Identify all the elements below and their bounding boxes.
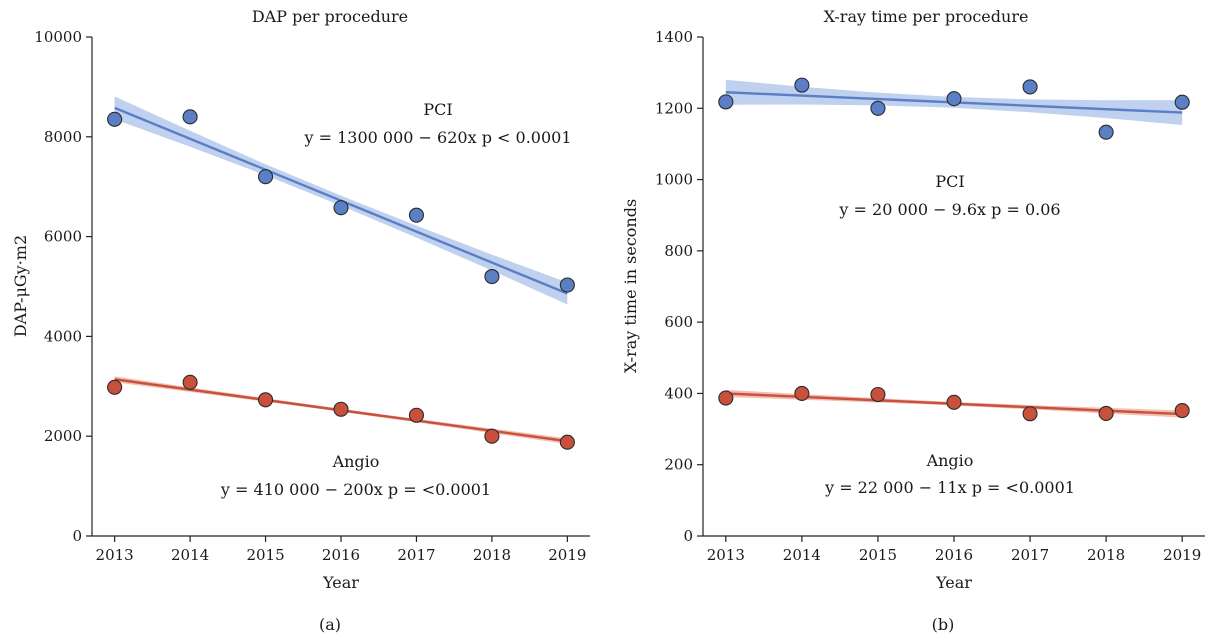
panel-a-angio-label: Angio xyxy=(332,452,380,471)
panel-b-pci-point xyxy=(794,77,810,93)
panel-a-angio-point xyxy=(408,407,425,423)
panel-a-x-axis-label: Year xyxy=(322,573,359,592)
panel-b-angio-point xyxy=(1022,406,1038,422)
panel-a-y-tick-label: 0 xyxy=(72,527,82,545)
panel-b-angio-point xyxy=(718,390,734,406)
panel-a-label: (a) xyxy=(319,615,341,634)
panel-b-fit-lines xyxy=(725,91,1183,416)
panel-a-fit-lines xyxy=(114,106,568,443)
panel-a-y-tick-label: 8000 xyxy=(44,128,82,146)
panel-b-pci-point xyxy=(1174,94,1190,110)
panel-a-y-tick-label: 4000 xyxy=(44,327,82,345)
panel-b-x-tick-label: 2016 xyxy=(935,546,973,564)
panel-b-x-tick-label: 2017 xyxy=(1011,546,1049,564)
panel-a-angio-point xyxy=(333,401,349,417)
panel-b-y-tick-label: 200 xyxy=(664,456,693,474)
panel-b-angio-point xyxy=(1098,405,1114,421)
panel-b-x-tick-label: 2013 xyxy=(707,546,745,564)
panel-b-y-tick-label: 400 xyxy=(664,384,693,402)
panel-b-angio-point xyxy=(1174,402,1190,419)
panel-b-pci-point xyxy=(1098,124,1114,140)
panel-a-pci-label: PCI xyxy=(423,100,452,119)
panel-b-pci-point xyxy=(718,94,734,110)
panel-a-x-tick-label: 2019 xyxy=(548,546,586,564)
panel-b-label: (b) xyxy=(932,615,955,634)
panel-b-y-tick-label: 1200 xyxy=(655,99,693,117)
panel-a-x-tick-label: 2017 xyxy=(397,546,435,564)
panel-a-angio-equation: y = 410 000 − 200x p = <0.0001 xyxy=(220,480,491,499)
panel-b-axes: 0 200 400 600 800 1000 1200 1400 2013 2014 2015 201… xyxy=(655,28,1205,564)
panel-a-pci-point xyxy=(182,109,198,125)
panel-b-y-tick-label: 800 xyxy=(664,242,693,260)
panel-b-x-tick-label: 2015 xyxy=(859,546,897,564)
panel-a-x-tick-label: 2013 xyxy=(96,546,134,564)
panel-a-axes: 0 2000 4000 6000 8000 10000 2013 2014 2015 2016 20… xyxy=(34,28,590,564)
panel-a-y-axis-label: DAP-μGy·m2 xyxy=(11,235,30,337)
panel-a: DAP per procedure DAP-μGy·m2 Year (a) 02… xyxy=(11,7,590,634)
panel-b-annotations: PCI y = 20 000 − 9.6x p = 0.06 Angio y =… xyxy=(824,172,1075,497)
panel-b-y-tick-label: 1400 xyxy=(655,28,693,46)
panel-b-x-axis-label: Year xyxy=(935,573,972,592)
panel-a-y-tick-label: 2000 xyxy=(44,427,82,445)
panel-b-angio-point xyxy=(794,385,810,401)
panel-a-pci-point xyxy=(107,111,123,127)
panel-a-x-tick-label: 2018 xyxy=(473,546,511,564)
panel-b-angio-equation: y = 22 000 − 11x p = <0.0001 xyxy=(824,478,1075,497)
panel-b-y-tick-label: 600 xyxy=(664,313,693,331)
panel-b-y-tick-label: 0 xyxy=(683,527,693,545)
panel-a-angio-point xyxy=(107,379,123,395)
panel-b-y-tick-label: 1000 xyxy=(655,171,693,189)
panel-a-x-tick-label: 2014 xyxy=(171,546,209,564)
panel-a-pci-point xyxy=(559,277,575,293)
panel-b-pci-equation: y = 20 000 − 9.6x p = 0.06 xyxy=(838,200,1060,219)
panel-b: X-ray time per procedure X-ray time in s… xyxy=(621,7,1205,634)
panel-b-pci-point xyxy=(1022,79,1038,95)
panel-b-bands xyxy=(725,79,1183,418)
panel-a-x-tick-label: 2015 xyxy=(246,546,284,564)
panel-b-x-tick-label: 2019 xyxy=(1163,546,1201,564)
panel-a-y-tick-label: 10000 xyxy=(34,28,82,46)
panel-b-x-tick-label: 2014 xyxy=(783,546,821,564)
panel-b-angio-point xyxy=(946,394,962,410)
panel-a-annotations: PCI y = 1300 000 − 620x p < 0.0001 Angio… xyxy=(220,100,572,499)
panel-b-points xyxy=(718,77,1190,422)
panel-a-bands xyxy=(114,96,568,445)
panel-b-y-axis-label: X-ray time in seconds xyxy=(621,199,640,373)
panel-a-angio-point xyxy=(559,434,575,450)
panel-b-angio-label: Angio xyxy=(926,451,974,470)
panel-a-y-tick-label: 6000 xyxy=(44,228,82,246)
panel-a-pci-point xyxy=(257,169,274,185)
panel-a-angio-point xyxy=(484,428,500,444)
panel-b-title: X-ray time per procedure xyxy=(824,7,1029,26)
panel-a-angio-point xyxy=(182,374,198,390)
panel-a-pci-point xyxy=(408,207,425,223)
panel-a-angio-point xyxy=(257,392,274,408)
panel-a-pci-equation: y = 1300 000 − 620x p < 0.0001 xyxy=(304,128,572,147)
panel-a-points xyxy=(107,109,575,450)
panel-b-angio-point xyxy=(870,386,886,403)
panel-a-pci-point xyxy=(484,268,500,285)
panel-b-pci-point xyxy=(946,91,962,107)
panel-a-title: DAP per procedure xyxy=(252,7,408,26)
panel-a-pci-point xyxy=(333,200,349,216)
panel-b-pci-label: PCI xyxy=(935,172,964,191)
panel-b-x-tick-label: 2018 xyxy=(1087,546,1125,564)
panel-a-x-tick-label: 2016 xyxy=(322,546,360,564)
panel-b-pci-point xyxy=(870,100,886,116)
